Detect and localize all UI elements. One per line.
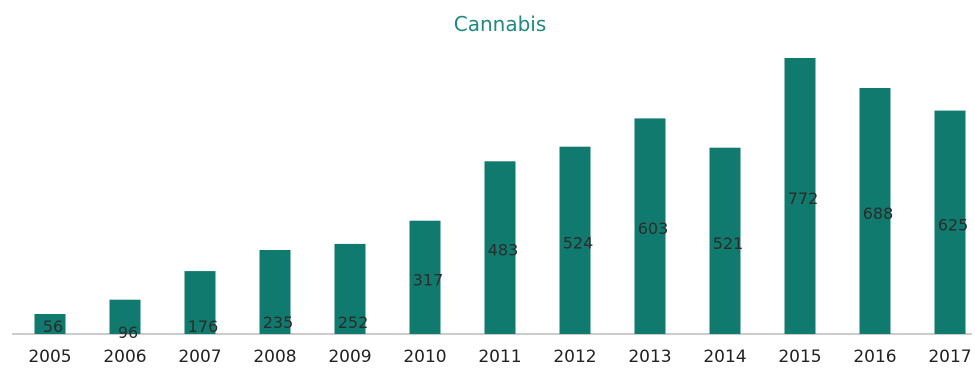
data-label-2017: 625 [938,215,969,234]
data-label-2007: 176 [188,317,219,336]
x-tick-label-2006: 2006 [103,347,146,367]
data-label-2012: 524 [563,233,594,252]
bar-2014 [709,147,741,334]
x-tick-label-2011: 2011 [478,347,521,367]
x-tick-label-2010: 2010 [403,347,446,367]
bar-2007 [184,271,216,334]
data-label-2005: 56 [43,317,63,336]
chart-title: Cannabis [454,12,547,36]
x-tick-label-2007: 2007 [178,347,221,367]
x-tick-label-2005: 2005 [28,347,71,367]
bars-group [34,58,966,335]
x-tick-label-2016: 2016 [853,347,896,367]
x-tick-label-2014: 2014 [703,347,746,367]
data-label-2010: 317 [413,270,444,289]
data-label-2011: 483 [488,241,519,260]
x-tick-label-2012: 2012 [553,347,596,367]
bar-2006 [109,299,141,334]
bar-2011 [484,161,516,334]
data-label-2016: 688 [863,204,894,223]
data-label-2006: 96 [118,323,138,342]
x-tick-labels-group: 2005 2006 2007 2008 2009 2010 2011 2012 2013 2014… [28,347,971,367]
bar-2005 [34,314,66,334]
bar-2016 [859,88,891,334]
x-tick-label-2017: 2017 [928,347,971,367]
data-label-2013: 603 [638,219,669,238]
x-tick-label-2008: 2008 [253,347,296,367]
data-labels-group: 56 96 176 235 252 317 483 524 603 521 772 688 625 [43,189,968,342]
bar-2013 [634,118,666,335]
bar-2012 [559,146,591,334]
bar-2017 [934,110,966,334]
x-tick-label-2009: 2009 [328,347,371,367]
bar-2008 [259,250,291,334]
bar-2009 [334,243,366,334]
x-tick-label-2013: 2013 [628,347,671,367]
bar-2010 [409,220,441,334]
data-label-2008: 235 [263,313,294,332]
data-label-2015: 772 [788,189,819,208]
bar-2015 [784,58,816,334]
x-tick-label-2015: 2015 [778,347,821,367]
data-label-2014: 521 [713,234,744,253]
data-label-2009: 252 [338,313,369,332]
